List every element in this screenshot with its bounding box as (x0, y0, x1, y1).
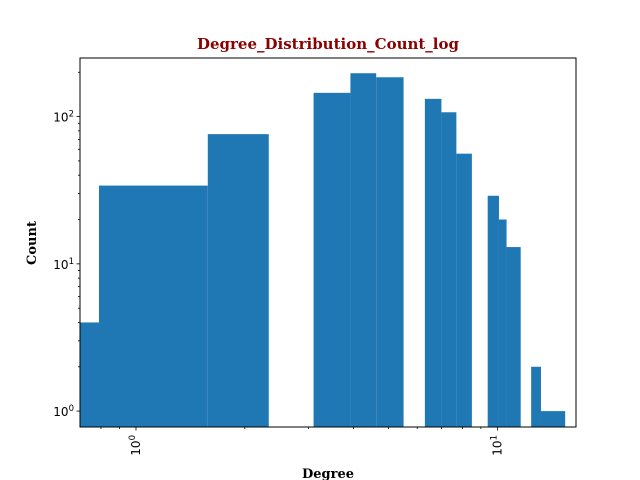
y-axis-label: Count (25, 221, 40, 265)
histogram-bar-10 (498, 219, 507, 427)
ticks-group: 100 101 100 101 102 (53, 71, 504, 456)
y-tick-label: 102 (53, 110, 74, 125)
histogram-bar-6 (424, 98, 442, 427)
histogram-bar-4 (350, 73, 377, 427)
y-tick-label: 100 (53, 404, 74, 419)
x-tick-label: 100 (128, 435, 143, 456)
histogram-bar-13 (540, 411, 566, 427)
histogram-bar-11 (506, 247, 521, 427)
x-tick-label: 101 (489, 435, 504, 456)
plot-frame (79, 57, 577, 428)
histogram-bar-0 (80, 322, 99, 427)
histogram-bar-3 (313, 92, 351, 427)
histogram-bar-9 (487, 195, 499, 427)
histogram-bar-2 (207, 134, 269, 427)
histogram-bar-1 (98, 185, 208, 427)
bars-group (80, 73, 566, 427)
chart-title: Degree_Distribution_Count_log (197, 35, 460, 53)
x-axis-label: Degree (302, 467, 354, 480)
y-tick-label: 101 (53, 257, 74, 272)
histogram-bar-5 (376, 77, 404, 427)
histogram-bar-12 (531, 366, 541, 427)
histogram-bar-7 (441, 112, 457, 427)
histogram-bar-8 (456, 153, 472, 427)
